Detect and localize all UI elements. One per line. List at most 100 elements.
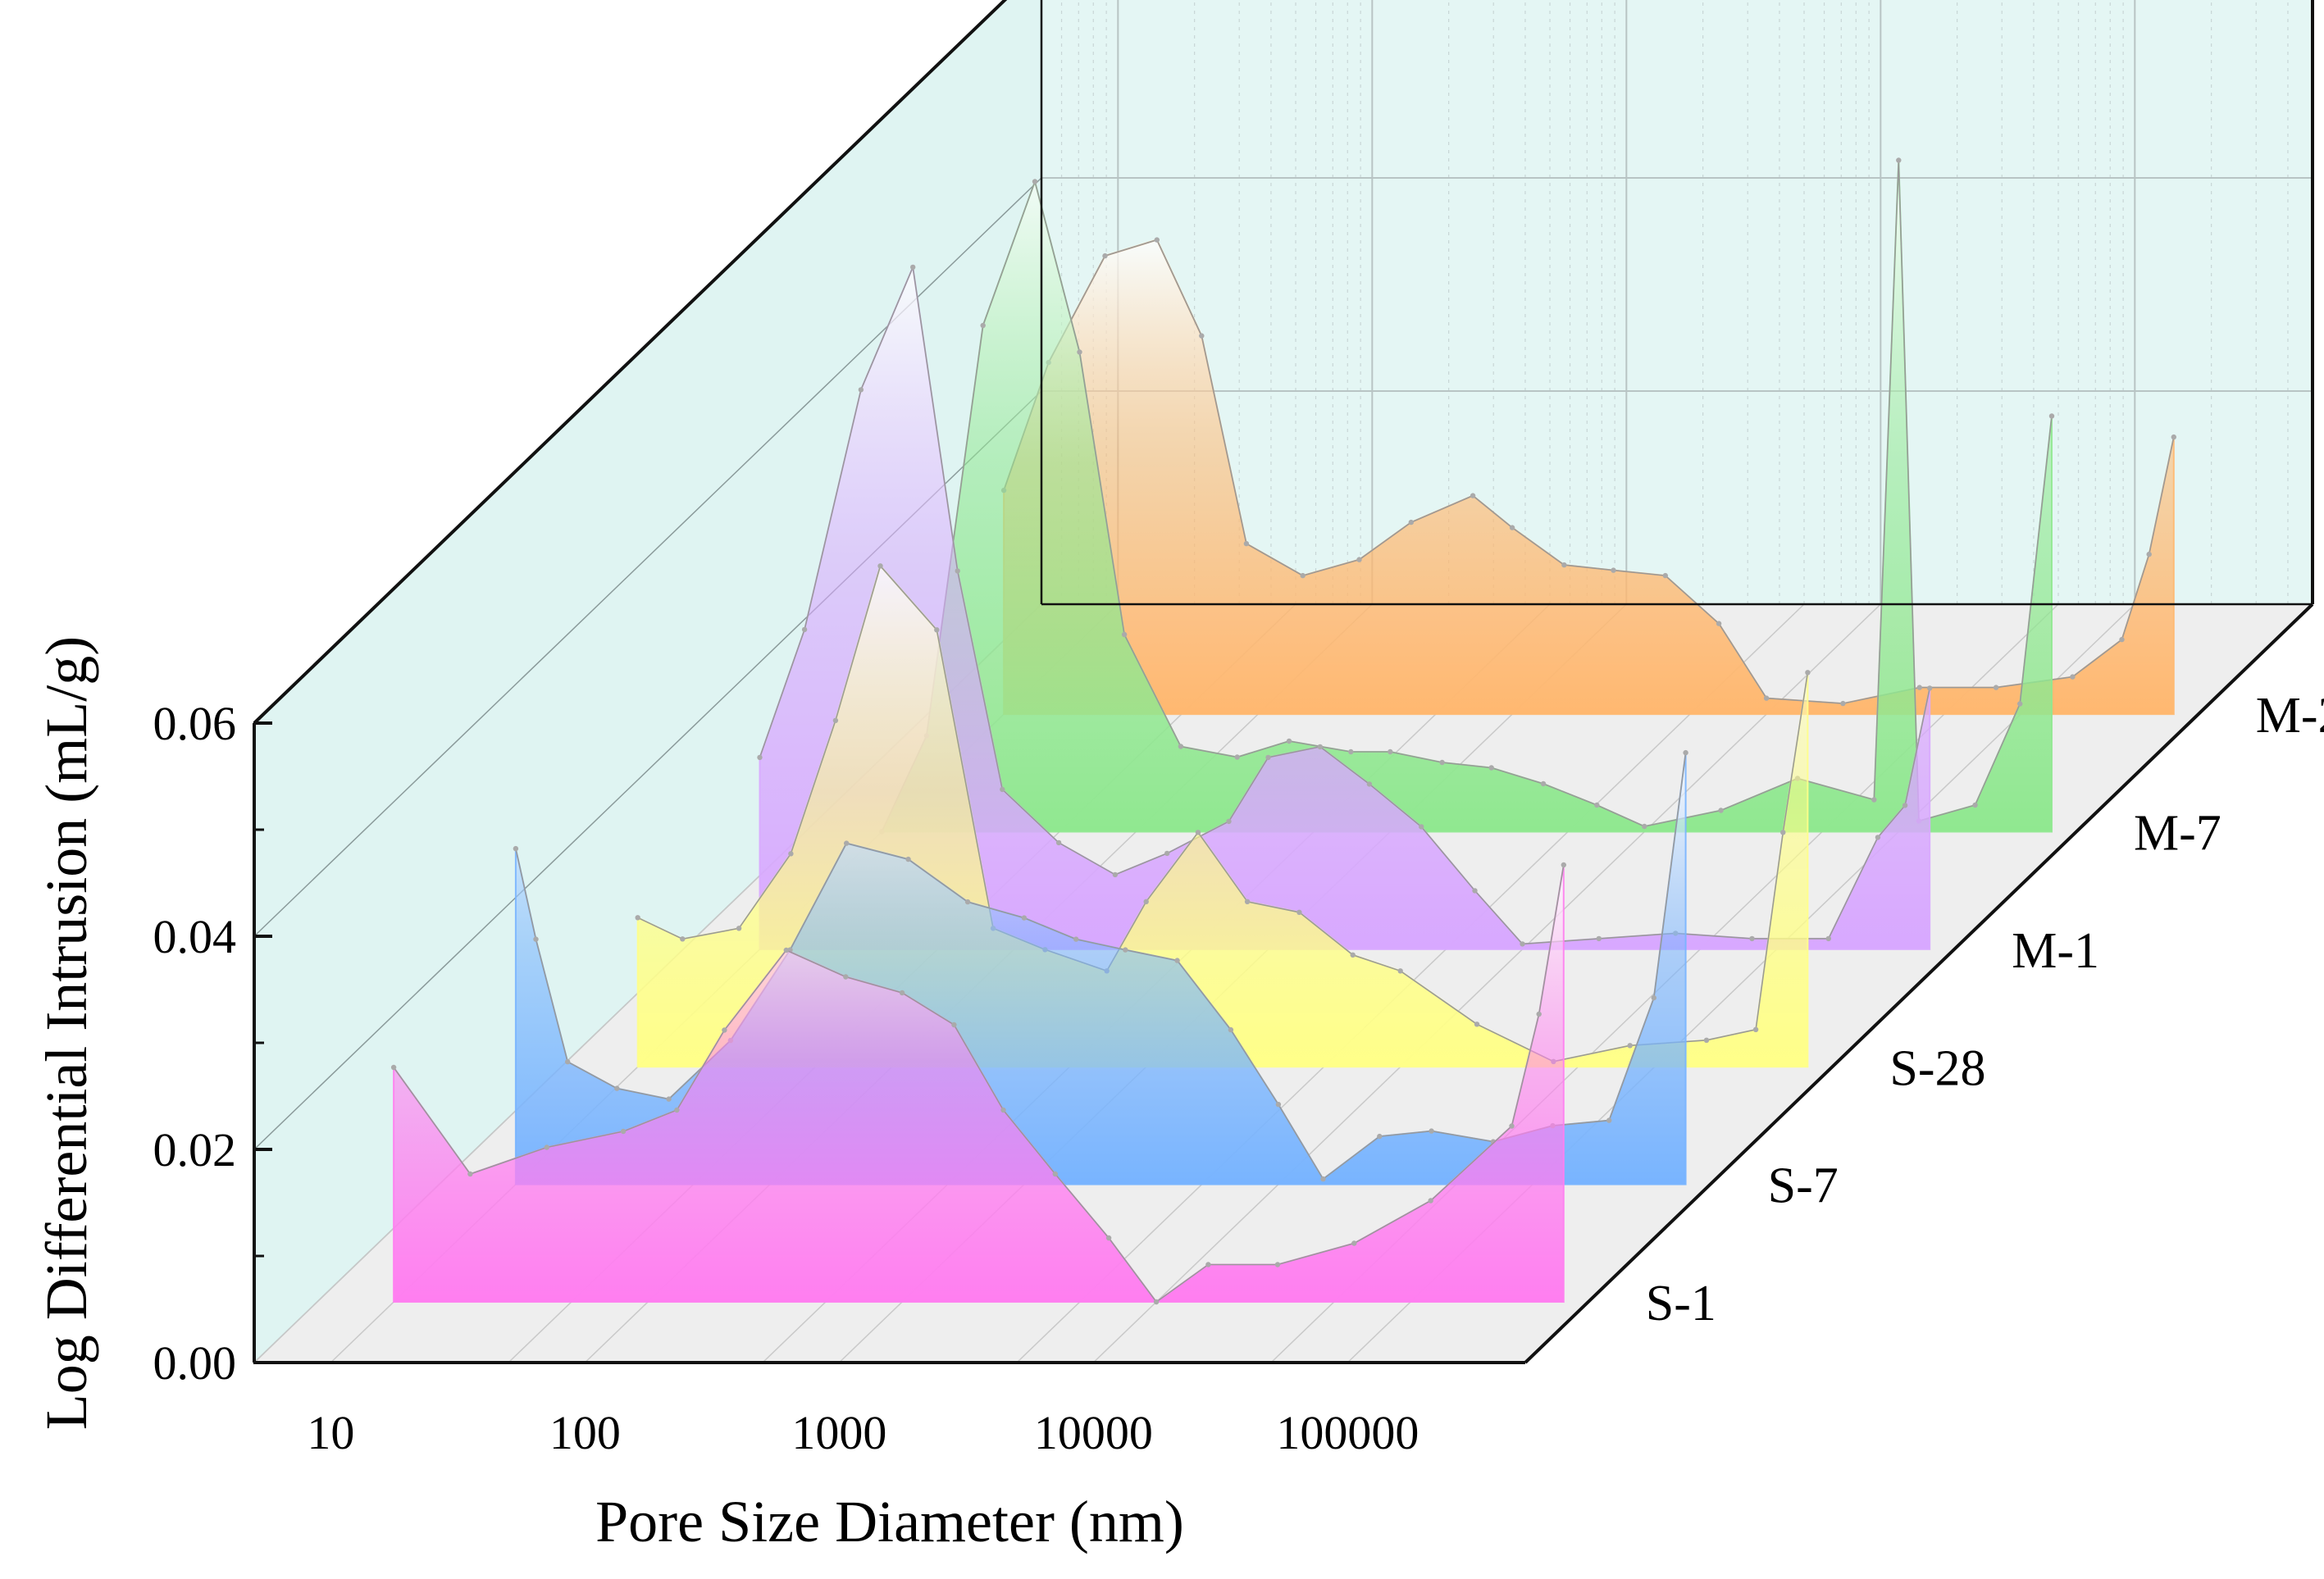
point-S-7-7 <box>844 840 850 846</box>
series-label-M-7: M-7 <box>2134 806 2221 862</box>
point-S-28-22 <box>1805 670 1811 676</box>
point-S-28-12 <box>1244 899 1251 905</box>
point-S-28-19 <box>1703 1037 1710 1044</box>
point-S-1-10 <box>1000 1107 1006 1113</box>
point-S-7-1 <box>533 936 539 942</box>
point-M-1-7 <box>1112 871 1119 878</box>
point-M-28-22 <box>2171 434 2176 440</box>
point-M-1-4 <box>955 568 960 574</box>
point-M-1-6 <box>1055 840 1062 846</box>
point-S-28-3 <box>788 851 794 857</box>
point-M-1-22 <box>1927 685 1933 691</box>
point-M-1-12 <box>1366 781 1373 787</box>
point-S-1-12 <box>1105 1235 1112 1241</box>
point-M-28-9 <box>1470 493 1476 498</box>
series-S-1 <box>390 862 1567 1305</box>
point-S-7-12 <box>1123 947 1128 953</box>
side-wall <box>254 0 1041 1363</box>
point-S-28-5 <box>877 563 883 569</box>
point-M-28-4 <box>1199 333 1205 339</box>
point-M-28-13 <box>1662 572 1669 579</box>
point-M-28-21 <box>2146 551 2152 557</box>
point-M-7-7 <box>1234 754 1240 760</box>
chart-labels: M-28 M-7 M-1 S-28 S-7 S-1 0.00 0.02 0.04 0.06 10 10… <box>34 636 2324 1554</box>
point-M-7-13 <box>1540 780 1547 787</box>
point-M-7-12 <box>1488 765 1494 771</box>
point-M-7-8 <box>1286 738 1292 744</box>
point-S-1-0 <box>390 1064 397 1071</box>
point-S-1-13 <box>1153 1299 1160 1305</box>
point-S-7-10 <box>1021 915 1028 921</box>
point-S-28-10 <box>1143 899 1149 905</box>
point-M-7-5 <box>1121 631 1128 638</box>
point-S-28-18 <box>1627 1043 1633 1049</box>
point-M-1-11 <box>1317 744 1324 750</box>
point-M-7-21 <box>1972 802 1978 808</box>
point-M-1-18 <box>1749 935 1755 942</box>
point-S-1-2 <box>544 1144 549 1150</box>
point-M-1-0 <box>757 754 763 761</box>
point-M-28-5 <box>1243 540 1250 547</box>
series-label-M-28: M-28 <box>2256 688 2324 744</box>
x-tick-label-4: 100000 <box>1276 1406 1419 1459</box>
y-tick-label-3: 0.06 <box>153 697 237 750</box>
point-M-1-20 <box>1875 835 1881 840</box>
point-M-1-14 <box>1472 888 1478 894</box>
series-M-7 <box>879 157 2055 835</box>
point-M-7-11 <box>1439 759 1445 766</box>
point-M-28-3 <box>1154 237 1160 243</box>
x-tick-label-3: 10000 <box>1034 1406 1153 1459</box>
point-M-1-19 <box>1825 935 1831 942</box>
series-layer <box>390 157 2176 1305</box>
series-label-S-7: S-7 <box>1768 1158 1839 1214</box>
floor-right-edge <box>1524 603 2314 1364</box>
point-S-1-17 <box>1428 1198 1433 1204</box>
point-S-1-8 <box>899 990 905 996</box>
point-M-7-4 <box>1077 349 1082 355</box>
point-S-1-20 <box>1561 862 1567 868</box>
point-M-7-6 <box>1178 744 1184 749</box>
point-M-7-16 <box>1718 808 1724 813</box>
point-S-7-15 <box>1275 1101 1282 1108</box>
point-M-7-23 <box>2048 413 2055 419</box>
point-S-28-4 <box>832 717 839 723</box>
chart-frame <box>253 0 2314 1364</box>
point-M-7-15 <box>1642 823 1647 830</box>
point-M-1-2 <box>858 387 864 393</box>
point-S-28-0 <box>635 915 640 921</box>
point-M-1-1 <box>801 626 808 633</box>
point-M-28-6 <box>1300 572 1306 579</box>
point-M-7-14 <box>1594 802 1600 808</box>
point-S-28-14 <box>1350 952 1356 958</box>
point-M-7-2 <box>980 322 986 329</box>
point-M-28-10 <box>1509 525 1515 530</box>
x-tick-label-2: 1000 <box>791 1406 886 1459</box>
x-axis-title: Pore Size Diameter (nm) <box>595 1489 1184 1554</box>
series-label-M-1: M-1 <box>2012 923 2099 979</box>
point-S-1-3 <box>620 1128 627 1135</box>
top-left-edge <box>253 0 1008 725</box>
point-M-28-20 <box>2119 636 2125 643</box>
point-S-1-7 <box>843 974 849 980</box>
point-M-28-18 <box>1993 685 1999 690</box>
point-S-7-11 <box>1073 936 1079 942</box>
point-M-1-3 <box>910 264 916 271</box>
back-wall <box>1041 0 2313 604</box>
point-M-28-14 <box>1716 621 1722 626</box>
point-S-7-2 <box>565 1058 571 1065</box>
point-M-1-13 <box>1419 824 1424 830</box>
x-tick-label-1: 100 <box>549 1406 621 1459</box>
point-S-7-14 <box>1228 1026 1234 1033</box>
series-label-S-28: S-28 <box>1889 1040 1985 1096</box>
point-S-1-4 <box>674 1107 680 1113</box>
point-M-1-10 <box>1265 754 1271 761</box>
point-S-7-21 <box>1606 1117 1612 1123</box>
point-S-28-15 <box>1397 968 1403 974</box>
point-S-1-18 <box>1509 1123 1515 1129</box>
point-S-7-17 <box>1377 1133 1383 1140</box>
point-M-28-11 <box>1561 562 1567 568</box>
y-tick-label-1: 0.02 <box>153 1123 237 1176</box>
series-label-S-1: S-1 <box>1646 1276 1716 1331</box>
point-S-7-3 <box>614 1085 620 1091</box>
